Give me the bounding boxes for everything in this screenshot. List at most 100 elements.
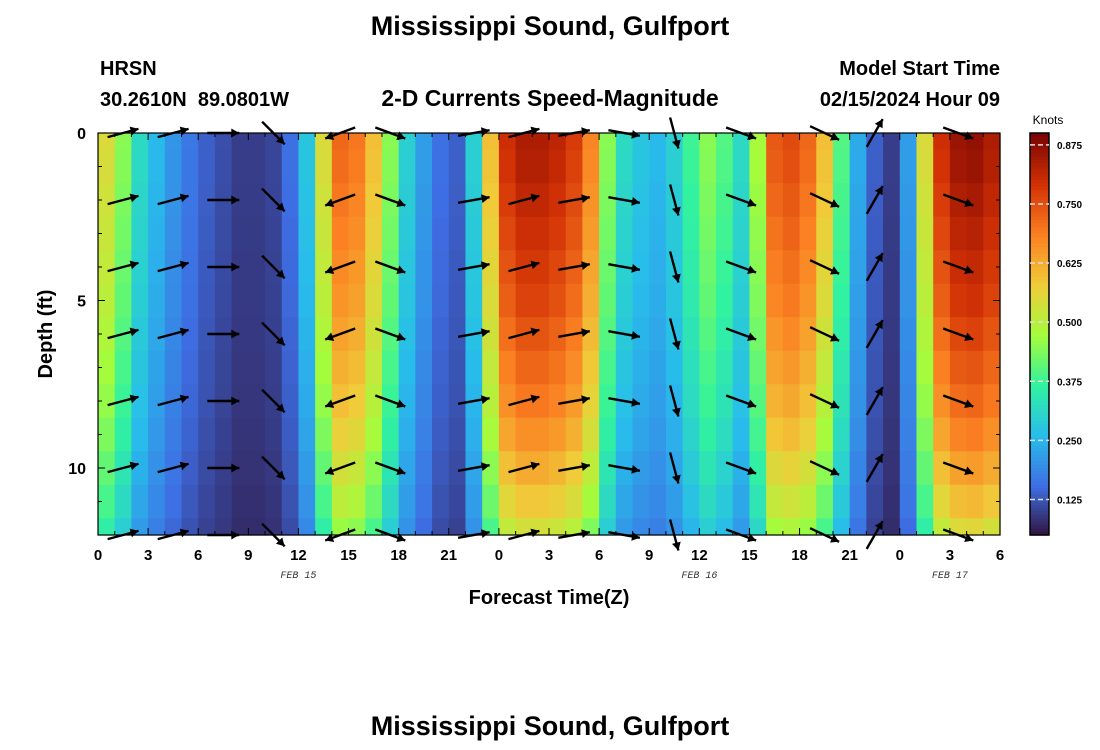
heatmap-cell — [799, 518, 817, 536]
heatmap-cell — [899, 250, 918, 285]
current-arrow — [457, 194, 490, 204]
x-tick-label: 0 — [896, 547, 904, 564]
heatmap-cell — [632, 250, 650, 285]
heatmap-cell — [398, 317, 416, 352]
heatmap-cell — [98, 384, 116, 419]
heatmap-cell — [315, 518, 333, 536]
heatmap-cell — [131, 283, 149, 318]
heatmap-cell — [365, 149, 383, 184]
heatmap-cell — [682, 183, 700, 218]
heatmap-cell — [565, 216, 583, 251]
heatmap-cell — [883, 149, 901, 184]
heatmap-cell — [231, 216, 249, 251]
heatmap-cell — [281, 283, 300, 318]
heatmap-cell — [532, 484, 550, 519]
heatmap-cell — [983, 133, 1001, 151]
heatmap-cell — [549, 518, 567, 536]
x-tick-label: 6 — [996, 547, 1004, 564]
colorbar-tick-label: 0.625 — [1057, 259, 1082, 270]
station-coords: 30.2610N 89.0801W — [100, 89, 289, 111]
heatmap-cell — [181, 350, 199, 385]
heatmap-cell — [448, 350, 467, 385]
heatmap-cell — [665, 216, 684, 251]
colorbar-segment — [1030, 236, 1049, 241]
heatmap-cell — [899, 283, 918, 318]
heatmap-cell — [699, 183, 717, 218]
heatmap-cell — [398, 518, 416, 536]
heatmap-cell — [381, 133, 400, 151]
heatmap-cell — [699, 149, 717, 184]
current-arrow — [107, 260, 139, 273]
heatmap-cell — [582, 133, 600, 151]
heatmap-cell — [482, 250, 500, 285]
heatmap-cell — [231, 133, 249, 151]
heatmap-cell — [599, 133, 617, 151]
heatmap-cell — [498, 484, 517, 519]
colorbar-segment — [1030, 377, 1049, 382]
heatmap-cell — [164, 149, 183, 184]
current-arrow — [508, 260, 540, 273]
date-label: FEB 17 — [932, 571, 968, 582]
x-tick-label: 0 — [94, 547, 102, 564]
current-arrow — [608, 397, 641, 407]
heatmap-cell — [532, 250, 550, 285]
heatmap-cell — [766, 350, 784, 385]
heatmap-cell — [983, 518, 1001, 536]
heatmap-cell — [198, 149, 216, 184]
heatmap-cell — [148, 518, 166, 536]
heatmap-cell — [565, 350, 583, 385]
heatmap-cell — [98, 518, 116, 536]
heatmap-cell — [582, 350, 600, 385]
heatmap-cell — [231, 518, 249, 536]
heatmap-cell — [649, 350, 667, 385]
heatmap-cell — [983, 250, 1001, 285]
heatmap-cell — [365, 417, 383, 452]
colorbar-segment — [1030, 488, 1049, 493]
heatmap-cell — [749, 216, 767, 251]
date-label: FEB 15 — [280, 571, 316, 582]
colorbar-segment — [1030, 464, 1049, 469]
heatmap-cell — [315, 350, 333, 385]
heatmap-cell — [933, 317, 951, 352]
heatmap-cell — [983, 484, 1001, 519]
chart-subtitle: 2-D Currents Speed-Magnitude — [381, 85, 718, 111]
heatmap-cell — [883, 317, 901, 352]
current-arrow — [508, 461, 540, 474]
heatmap-cell — [482, 149, 500, 184]
colorbar-segment — [1030, 347, 1049, 352]
heatmap-cell — [832, 183, 851, 218]
heatmap-cell — [632, 283, 650, 318]
current-arrow — [261, 455, 286, 481]
heatmap-cell — [114, 133, 132, 151]
heatmap-cell — [682, 384, 700, 419]
heatmap-cell — [248, 451, 266, 486]
colorbar-segment — [1030, 206, 1049, 211]
heatmap-cell — [899, 484, 918, 519]
heatmap-cell — [381, 518, 400, 536]
heatmap-cell — [866, 518, 884, 536]
heatmap-cell — [549, 417, 567, 452]
heatmap-cell — [432, 350, 450, 385]
heatmap-cell — [565, 518, 583, 536]
colorbar-segment — [1030, 277, 1049, 281]
colorbar-segment — [1030, 514, 1049, 519]
heatmap-cell — [866, 350, 884, 385]
colorbar-segment — [1030, 518, 1049, 523]
heatmap-cell — [682, 317, 700, 352]
heatmap-cell — [415, 484, 433, 519]
heatmap-cell — [565, 133, 583, 151]
heatmap-cell — [515, 350, 533, 385]
colorbar-segment — [1030, 310, 1049, 315]
heatmap-cell — [365, 133, 383, 151]
colorbar-segment — [1030, 263, 1049, 268]
heatmap-cell — [532, 317, 550, 352]
heatmap-cell — [799, 133, 817, 151]
heatmap-cell — [549, 250, 567, 285]
colorbar-segment — [1030, 183, 1049, 188]
heatmap-cell — [265, 350, 283, 385]
colorbar-segment — [1030, 313, 1049, 318]
heatmap-cell — [849, 518, 867, 536]
heatmap-cell — [665, 484, 684, 519]
heatmap-cell — [582, 451, 600, 486]
heatmap-cell — [899, 317, 918, 352]
